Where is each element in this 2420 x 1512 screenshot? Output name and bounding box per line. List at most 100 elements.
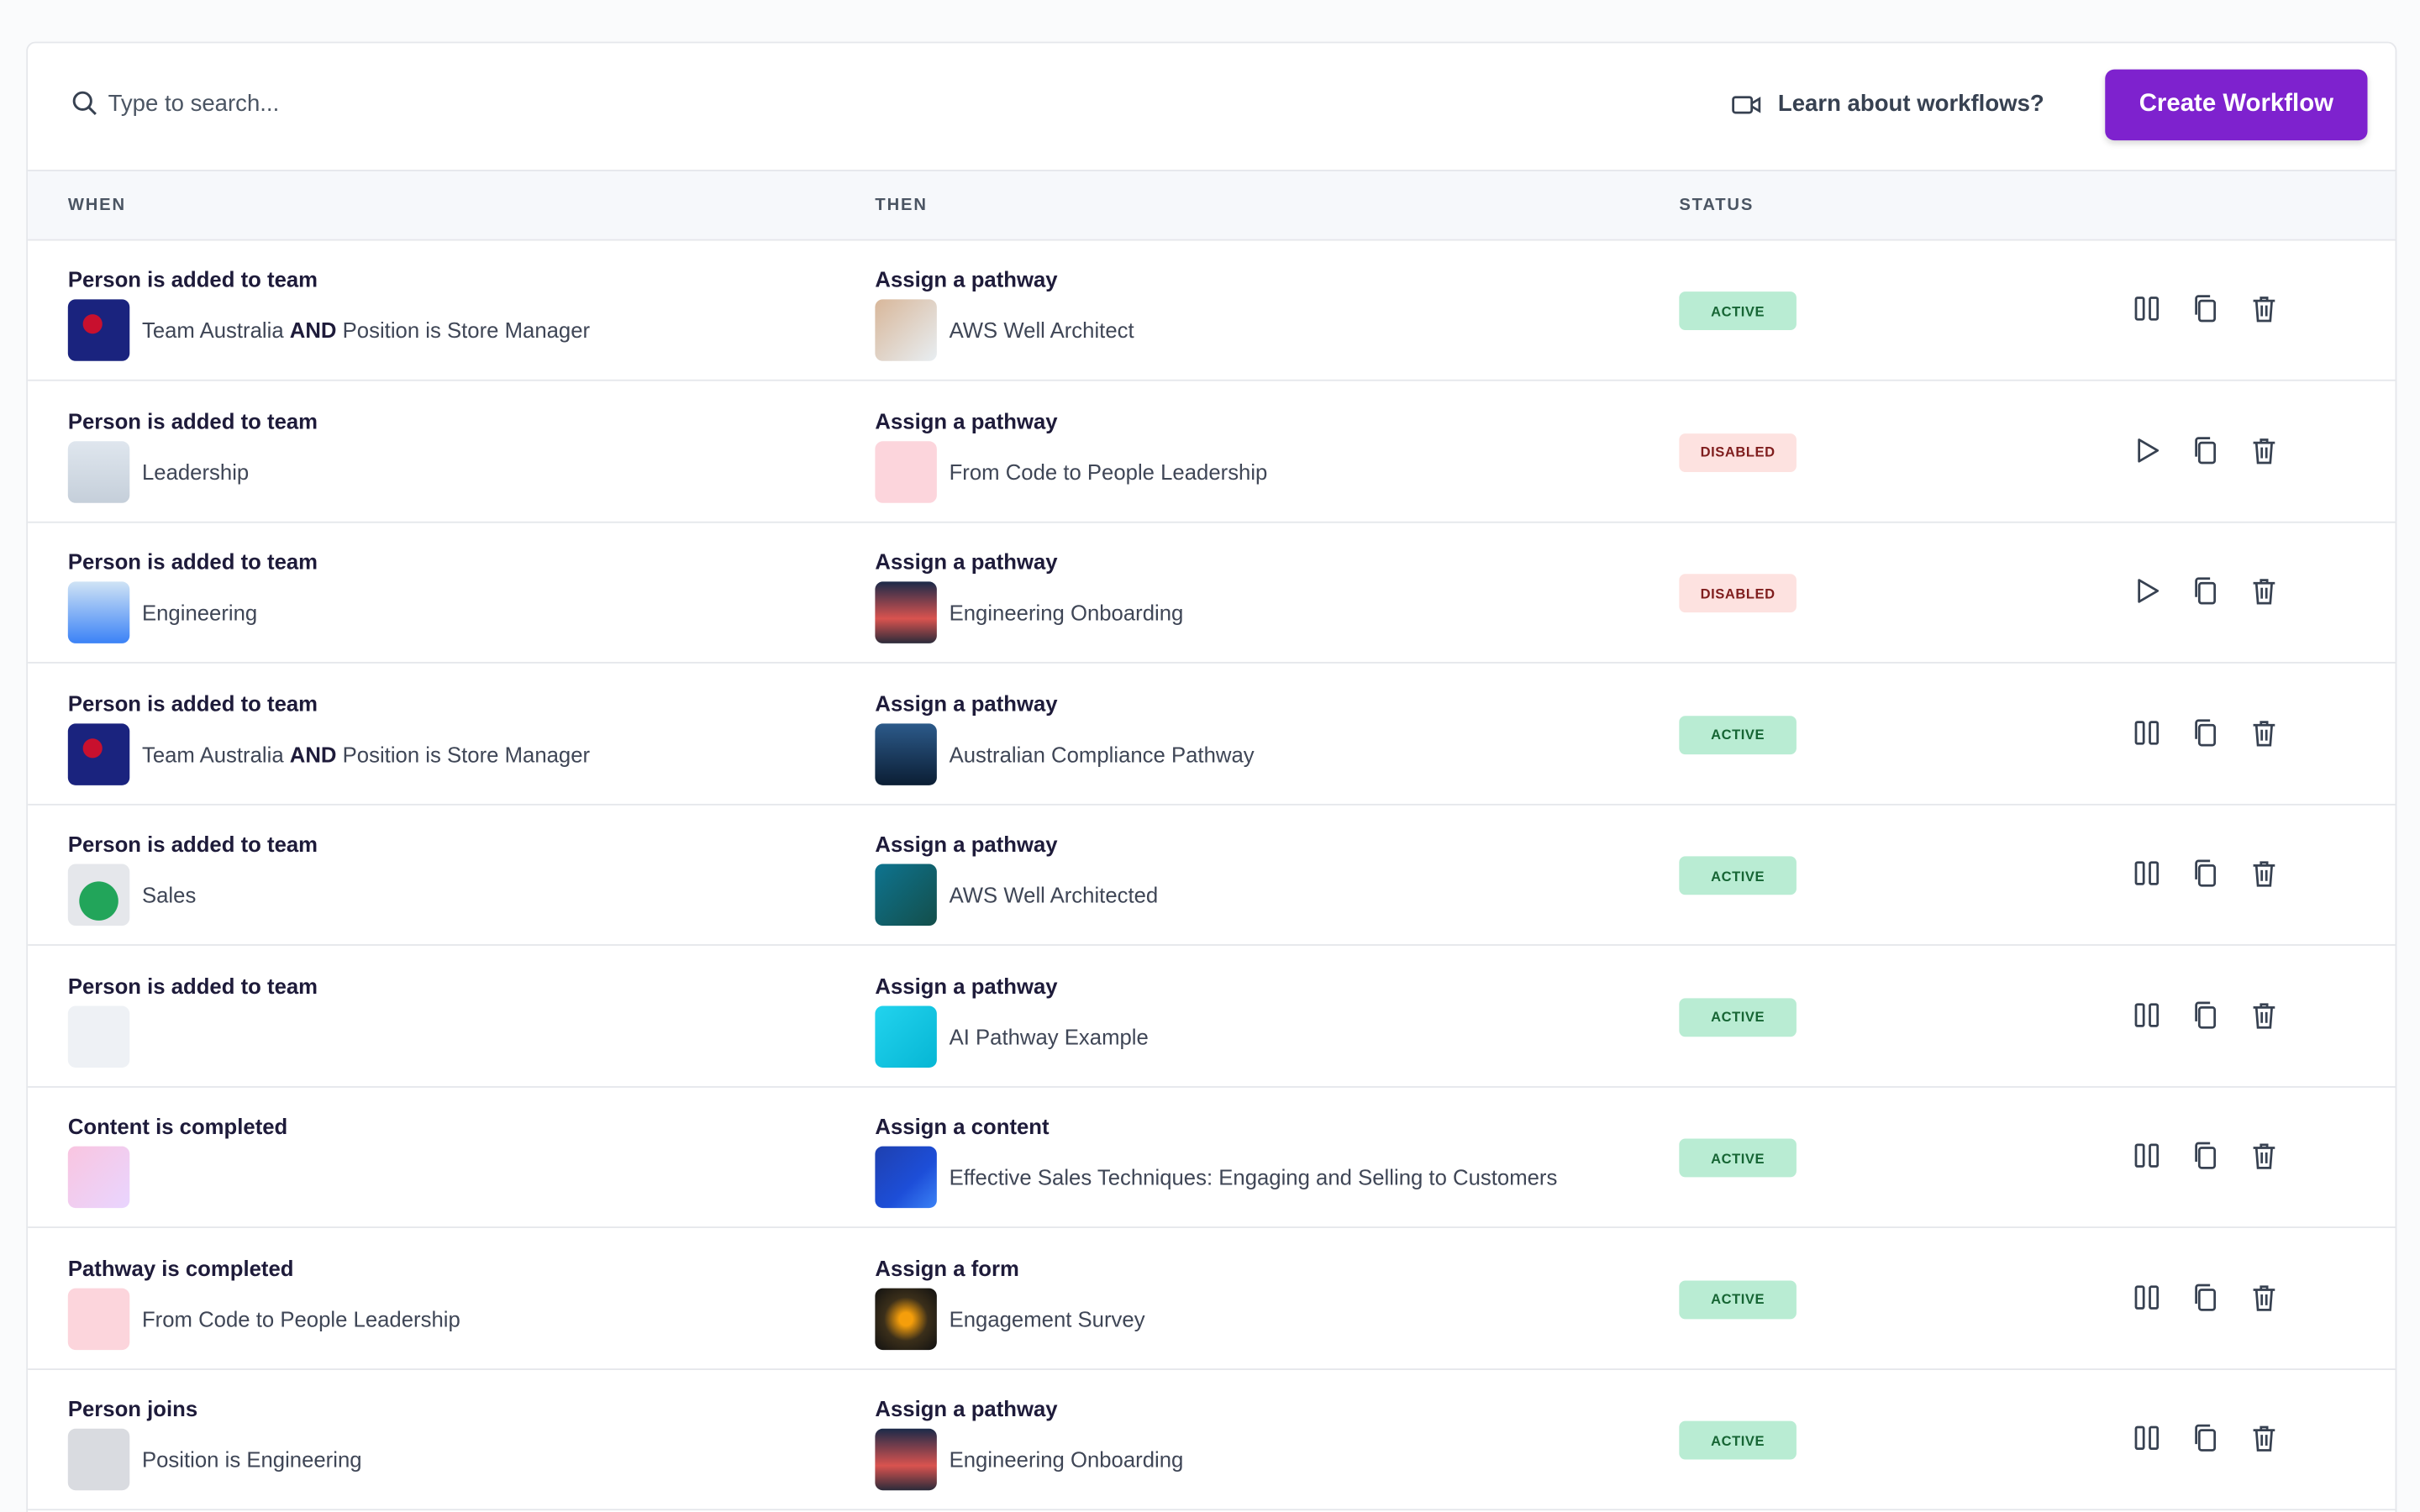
when-detail: Team Australia AND Position is Store Man… bbox=[142, 318, 590, 342]
when-detail-part: Engineering bbox=[141, 600, 258, 625]
delete-button[interactable] bbox=[2249, 575, 2280, 606]
search-box[interactable]: Type to search... bbox=[71, 90, 279, 118]
toolbar: Type to search... Learn about workflows?… bbox=[28, 43, 2395, 170]
copy-button[interactable] bbox=[2190, 999, 2221, 1030]
pause-button[interactable] bbox=[2131, 717, 2162, 748]
when-thumb bbox=[67, 581, 130, 643]
when-title: Person is added to team bbox=[67, 266, 318, 292]
then-detail: Engineering Onboarding bbox=[949, 1446, 1184, 1473]
status-badge: ACTIVE bbox=[1679, 291, 1797, 331]
then-detail: AWS Well Architected bbox=[949, 882, 1159, 907]
pause-button[interactable] bbox=[2131, 1422, 2162, 1453]
status-badge: DISABLED bbox=[1679, 433, 1797, 472]
copy-button[interactable] bbox=[2190, 1422, 2221, 1453]
then-title: Assign a pathway bbox=[875, 407, 1058, 433]
delete-button[interactable] bbox=[2249, 1281, 2280, 1312]
when-thumb bbox=[67, 1146, 130, 1209]
then-thumb bbox=[875, 1005, 937, 1068]
delete-button[interactable] bbox=[2249, 434, 2280, 465]
then-thumb bbox=[875, 1428, 937, 1491]
header-then: THEN bbox=[875, 196, 928, 215]
delete-button[interactable] bbox=[2249, 293, 2280, 324]
play-button[interactable] bbox=[2131, 434, 2162, 465]
when-detail: Position is Engineering bbox=[142, 1447, 362, 1472]
workflow-row: Person is added to team Leadership Assign … bbox=[28, 381, 2396, 522]
when-title: Person is added to team bbox=[67, 407, 318, 433]
copy-button[interactable] bbox=[2190, 434, 2221, 465]
then-detail: Engineering Onboarding bbox=[949, 600, 1184, 625]
when-title: Person is added to team bbox=[67, 690, 318, 716]
then-thumb bbox=[875, 864, 937, 927]
status-badge: ACTIVE bbox=[1679, 856, 1797, 895]
when-detail: From Code to People Leadership bbox=[142, 1306, 460, 1331]
when-detail-part: Team Australia bbox=[141, 741, 284, 766]
when-thumb bbox=[67, 299, 130, 361]
then-title: Assign a form bbox=[875, 1255, 1019, 1280]
then-thumb bbox=[875, 1287, 937, 1350]
copy-button[interactable] bbox=[2190, 293, 2221, 324]
when-detail: Leadership bbox=[142, 459, 249, 483]
then-thumb bbox=[875, 299, 937, 361]
status-badge: ACTIVE bbox=[1679, 1420, 1797, 1460]
copy-button[interactable] bbox=[2190, 1281, 2221, 1312]
then-detail: Effective Sales Techniques: Engaging and… bbox=[949, 1164, 1558, 1190]
when-title: Person is added to team bbox=[67, 831, 318, 857]
when-title: Pathway is completed bbox=[67, 1255, 294, 1280]
delete-button[interactable] bbox=[2249, 1140, 2280, 1171]
then-detail: Australian Compliance Pathway bbox=[949, 741, 1255, 766]
when-title: Content is completed bbox=[67, 1114, 288, 1139]
delete-button[interactable] bbox=[2249, 999, 2280, 1030]
create-workflow-button[interactable]: Create Workflow bbox=[2105, 69, 2368, 141]
then-detail: AI Pathway Example bbox=[949, 1023, 1149, 1049]
workflow-row: Content is completed Assign a content Effe… bbox=[28, 1086, 2396, 1229]
when-detail-part: Position is Store Manager bbox=[342, 318, 591, 343]
learn-text: Learn about workflows? bbox=[1777, 91, 2044, 118]
then-detail: From Code to People Leadership bbox=[949, 459, 1268, 484]
search-placeholder: Type to search... bbox=[108, 90, 280, 117]
pause-button[interactable] bbox=[2131, 1281, 2162, 1312]
when-detail-part: Team Australia bbox=[141, 318, 284, 343]
pause-button[interactable] bbox=[2131, 1140, 2162, 1171]
copy-button[interactable] bbox=[2190, 717, 2221, 748]
then-title: Assign a pathway bbox=[875, 266, 1058, 292]
then-thumb bbox=[875, 581, 937, 643]
when-thumb bbox=[67, 722, 130, 785]
status-badge: ACTIVE bbox=[1679, 997, 1797, 1037]
copy-button[interactable] bbox=[2190, 575, 2221, 606]
when-detail-part: AND bbox=[289, 741, 337, 766]
video-icon bbox=[1732, 95, 1761, 113]
then-thumb bbox=[875, 722, 937, 785]
then-title: Assign a pathway bbox=[875, 973, 1058, 998]
learn-link[interactable]: Learn about workflows? bbox=[1732, 91, 2044, 118]
header-when: WHEN bbox=[67, 196, 126, 215]
workflow-row: Person is added to team Assign a pathway A… bbox=[28, 945, 2396, 1087]
pause-button[interactable] bbox=[2131, 293, 2162, 324]
pause-button[interactable] bbox=[2131, 858, 2162, 889]
then-thumb bbox=[875, 1146, 937, 1209]
status-badge: DISABLED bbox=[1679, 574, 1797, 613]
delete-button[interactable] bbox=[2249, 1422, 2280, 1453]
copy-button[interactable] bbox=[2190, 1140, 2221, 1171]
when-detail-part: Leadership bbox=[141, 459, 250, 484]
status-badge: ACTIVE bbox=[1679, 715, 1797, 754]
workflow-card: Type to search... Learn about workflows?… bbox=[26, 41, 2397, 1512]
then-title: Assign a pathway bbox=[875, 1396, 1058, 1421]
pause-button[interactable] bbox=[2131, 999, 2162, 1030]
play-button[interactable] bbox=[2131, 575, 2162, 606]
when-thumb bbox=[67, 1287, 130, 1350]
search-icon bbox=[72, 91, 97, 115]
when-detail: Sales bbox=[142, 883, 196, 907]
delete-button[interactable] bbox=[2249, 717, 2280, 748]
workflow-row: Person is added to team Team Australia AN… bbox=[28, 239, 2396, 381]
copy-button[interactable] bbox=[2190, 858, 2221, 889]
then-title: Assign a pathway bbox=[875, 549, 1058, 575]
when-thumb bbox=[67, 1428, 130, 1491]
when-thumb bbox=[67, 1005, 130, 1068]
when-detail-part: Position is Store Manager bbox=[342, 741, 591, 766]
when-detail-part: From Code to People Leadership bbox=[141, 1305, 460, 1331]
then-title: Assign a content bbox=[875, 1114, 1050, 1139]
delete-button[interactable] bbox=[2249, 858, 2280, 889]
when-detail-part: AND bbox=[289, 318, 337, 343]
then-detail: Engagement Survey bbox=[949, 1305, 1145, 1331]
workflow-row: Person is added to team Team Australia AN… bbox=[28, 663, 2396, 805]
